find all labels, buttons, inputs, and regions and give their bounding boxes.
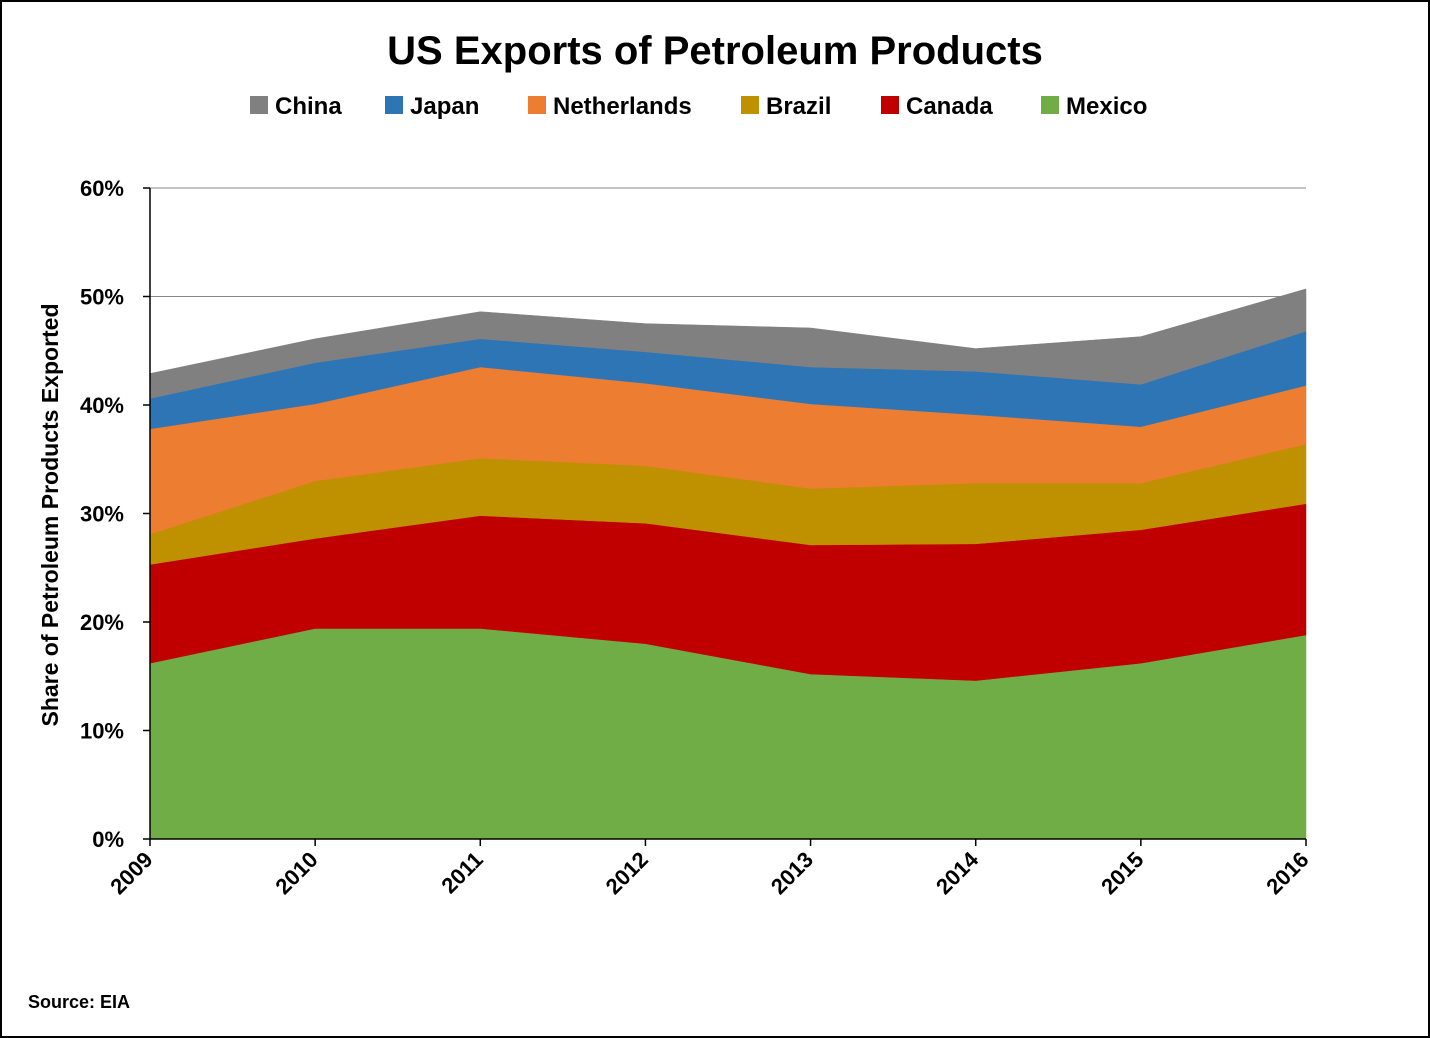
legend-label-netherlands: Netherlands (553, 93, 692, 120)
x-tick-label: 2013 (766, 847, 818, 899)
legend-swatch-brazil (741, 96, 759, 114)
axes (143, 187, 1307, 846)
legend-swatch-china (250, 96, 268, 114)
legend-swatch-japan (385, 96, 403, 114)
legend-label-japan: Japan (410, 93, 479, 120)
area-china (149, 288, 1307, 399)
x-tick-label: 2010 (270, 847, 322, 899)
y-tick-label: 60% (80, 176, 124, 201)
x-tick-label: 2009 (105, 847, 157, 899)
x-tick-labels: 2009 2010 2011 2012 2013 2014 2015 2016 (105, 846, 1313, 899)
y-tick-label: 30% (80, 502, 124, 527)
x-tick-label: 2012 (601, 847, 653, 899)
series-areas (149, 288, 1307, 840)
y-tick-label: 50% (80, 285, 124, 310)
legend-label-china: China (275, 93, 342, 120)
legend-label-canada: Canada (906, 93, 993, 120)
legend-swatch-mexico (1041, 96, 1059, 114)
x-tick-label: 2015 (1096, 847, 1148, 899)
y-tick-label: 0% (92, 827, 124, 852)
y-axis-label: Share of Petroleum Products Exported (37, 303, 63, 726)
x-tick-label: 2016 (1261, 847, 1313, 899)
y-tick-label: 10% (80, 719, 124, 744)
legend-swatch-netherlands (528, 96, 546, 114)
y-tick-labels: 0% 10% 20% 30% 40% 50% 60% (80, 176, 124, 852)
x-tick-label: 2014 (931, 846, 984, 899)
legend-label-mexico: Mexico (1066, 93, 1147, 120)
y-tick-label: 40% (80, 393, 124, 418)
legend-label-brazil: Brazil (766, 93, 831, 120)
x-tick-label: 2011 (436, 847, 487, 898)
source-note: Source: EIA (28, 992, 130, 1012)
y-tick-label: 20% (80, 610, 124, 635)
legend-swatch-canada (881, 96, 899, 114)
legend: China Japan Netherlands Brazil Canada Mexico (250, 93, 1147, 120)
chart-title: US Exports of Petroleum Products (387, 29, 1043, 73)
